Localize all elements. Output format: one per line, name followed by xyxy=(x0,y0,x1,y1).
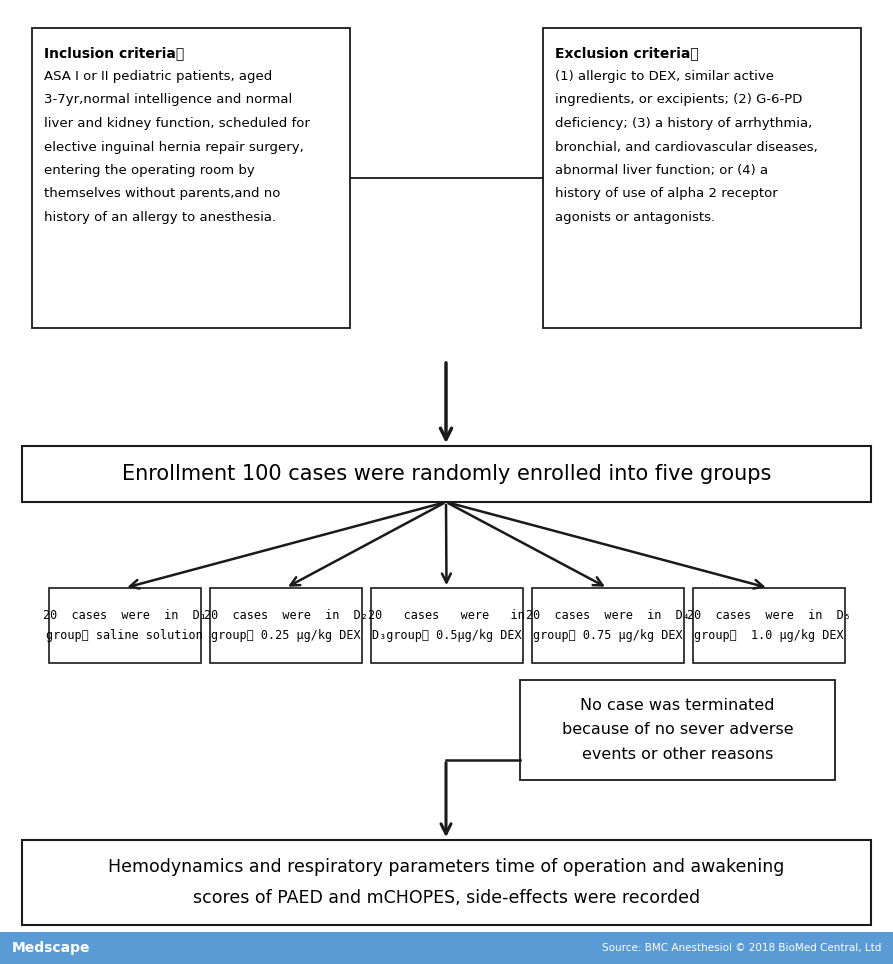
Text: 20   cases   were   in
D₃group： 0.5μg/kg DEX: 20 cases were in D₃group： 0.5μg/kg DEX xyxy=(368,609,525,642)
Text: ASA I or II pediatric patients, aged
3-7yr,normal intelligence and normal
liver : ASA I or II pediatric patients, aged 3-7… xyxy=(44,70,310,224)
Text: 20  cases  were  in  D₂
group： 0.25 μg/kg DEX: 20 cases were in D₂ group： 0.25 μg/kg DE… xyxy=(204,609,367,642)
Bar xyxy=(32,28,350,328)
Bar xyxy=(692,588,845,663)
Bar xyxy=(22,446,871,502)
Bar xyxy=(531,588,683,663)
Text: Inclusion criteria：: Inclusion criteria： xyxy=(44,46,184,60)
Text: Enrollment 100 cases were randomly enrolled into five groups: Enrollment 100 cases were randomly enrol… xyxy=(121,464,772,484)
Text: 20  cases  were  in  D₄
group： 0.75 μg/kg DEX: 20 cases were in D₄ group： 0.75 μg/kg DE… xyxy=(526,609,689,642)
Text: 20  cases  were  in  D₅
group：  1.0 μg/kg DEX: 20 cases were in D₅ group： 1.0 μg/kg DEX xyxy=(687,609,850,642)
Bar xyxy=(371,588,522,663)
Bar xyxy=(543,28,861,328)
Text: Hemodynamics and respiratory parameters time of operation and awakening
scores o: Hemodynamics and respiratory parameters … xyxy=(108,858,785,907)
Bar xyxy=(210,588,362,663)
Text: (1) allergic to DEX, similar active
ingredients, or excipients; (2) G-6-PD
defic: (1) allergic to DEX, similar active ingr… xyxy=(555,70,818,224)
Bar xyxy=(48,588,201,663)
Text: Medscape: Medscape xyxy=(12,941,90,955)
Text: Exclusion criteria：: Exclusion criteria： xyxy=(555,46,698,60)
Text: Source: BMC Anesthesiol © 2018 BioMed Central, Ltd: Source: BMC Anesthesiol © 2018 BioMed Ce… xyxy=(602,943,881,953)
Text: 20  cases  were  in  D₁
group： saline solution: 20 cases were in D₁ group： saline soluti… xyxy=(43,609,206,642)
Bar xyxy=(520,680,835,780)
Bar xyxy=(0,932,893,964)
Bar xyxy=(22,840,871,925)
Text: No case was terminated
because of no sever adverse
events or other reasons: No case was terminated because of no sev… xyxy=(562,698,793,763)
